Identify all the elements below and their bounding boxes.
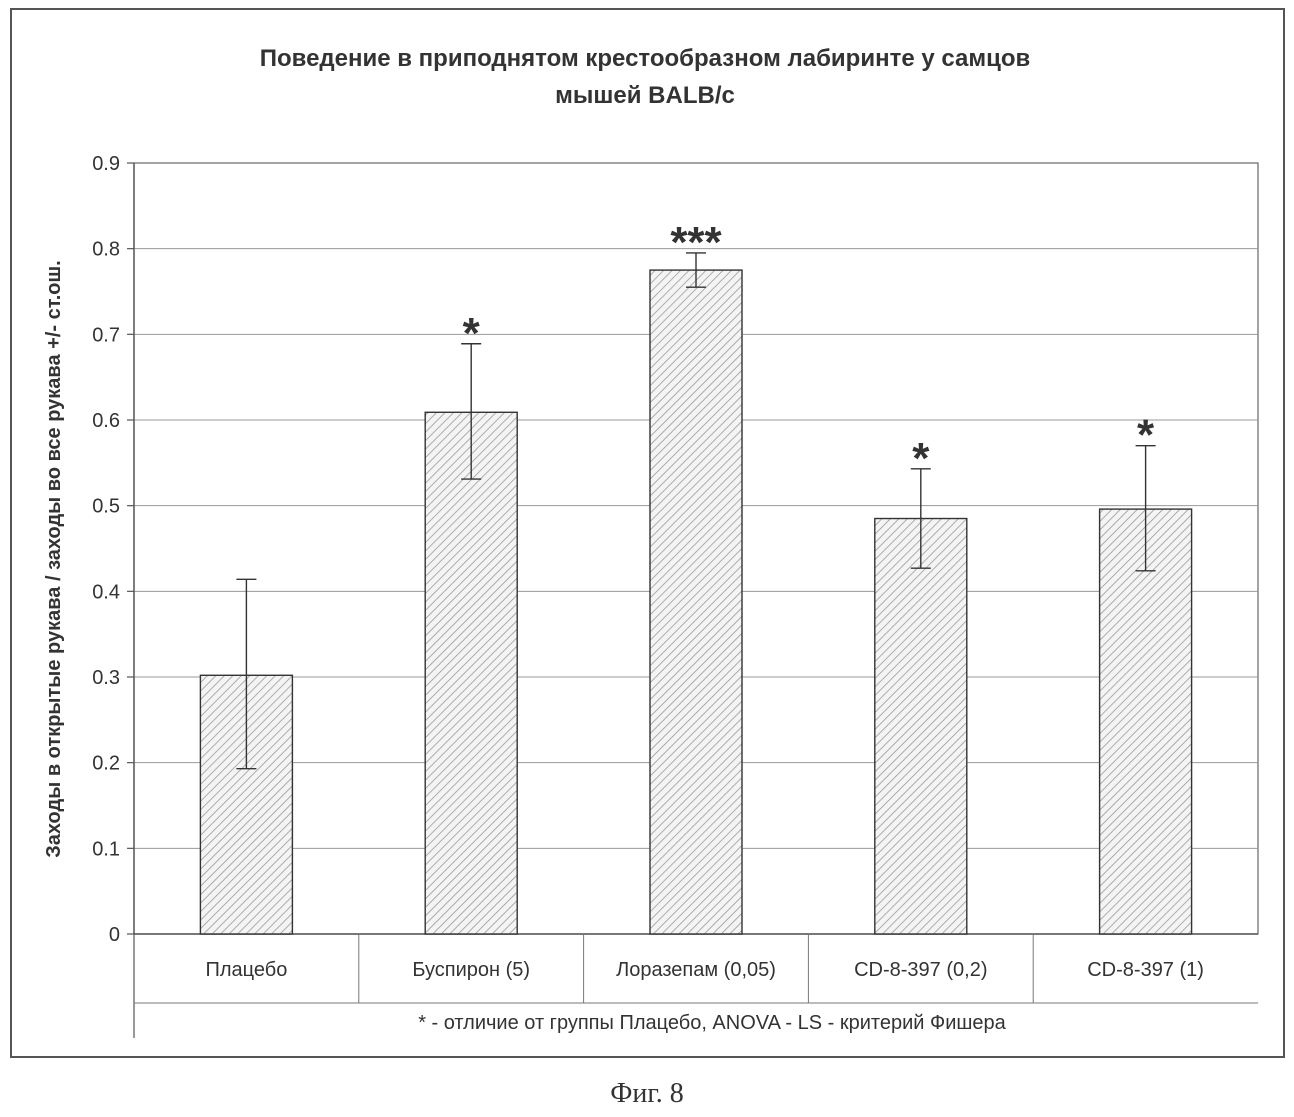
significance-marker: *	[912, 434, 930, 483]
y-tick-label: 0.2	[92, 753, 120, 775]
bar-chart: Поведение в приподнятом крестообразном л…	[0, 0, 1294, 1117]
bar	[650, 270, 742, 934]
x-category-label: CD-8-397 (1)	[1087, 959, 1204, 981]
y-tick-label: 0.3	[92, 667, 120, 689]
x-category-label: Буспирон (5)	[412, 959, 530, 981]
y-tick-label: 0.5	[92, 496, 120, 518]
y-tick-label: 0.1	[92, 838, 120, 860]
y-tick-label: 0	[109, 924, 120, 946]
bar	[425, 412, 517, 934]
chart-title-line-1: Поведение в приподнятом крестообразном л…	[260, 45, 1031, 72]
bar	[1100, 509, 1192, 934]
x-category-label: Плацебо	[205, 959, 287, 981]
y-axis-label: Заходы в открытые рукава / заходы во все…	[43, 260, 65, 857]
y-tick-label: 0.8	[92, 239, 120, 261]
y-tick-label: 0.9	[92, 153, 120, 175]
significance-marker: *	[463, 309, 481, 358]
y-tick-label: 0.7	[92, 324, 120, 346]
significance-marker: ***	[670, 218, 722, 267]
y-tick-label: 0.6	[92, 410, 120, 432]
chart-title-line-2: мышей BALB/c	[555, 82, 735, 109]
y-tick-label: 0.4	[92, 581, 120, 603]
x-category-label: Лоразепам (0,05)	[616, 959, 776, 981]
bar	[875, 519, 967, 934]
significance-marker: *	[1137, 411, 1155, 460]
bars: ******	[200, 218, 1191, 934]
x-category-label: CD-8-397 (0,2)	[854, 959, 987, 981]
footnote: * - отличие от группы Плацебо, ANOVA - L…	[418, 1012, 1006, 1034]
figure-caption: Фиг. 8	[0, 1078, 1294, 1110]
